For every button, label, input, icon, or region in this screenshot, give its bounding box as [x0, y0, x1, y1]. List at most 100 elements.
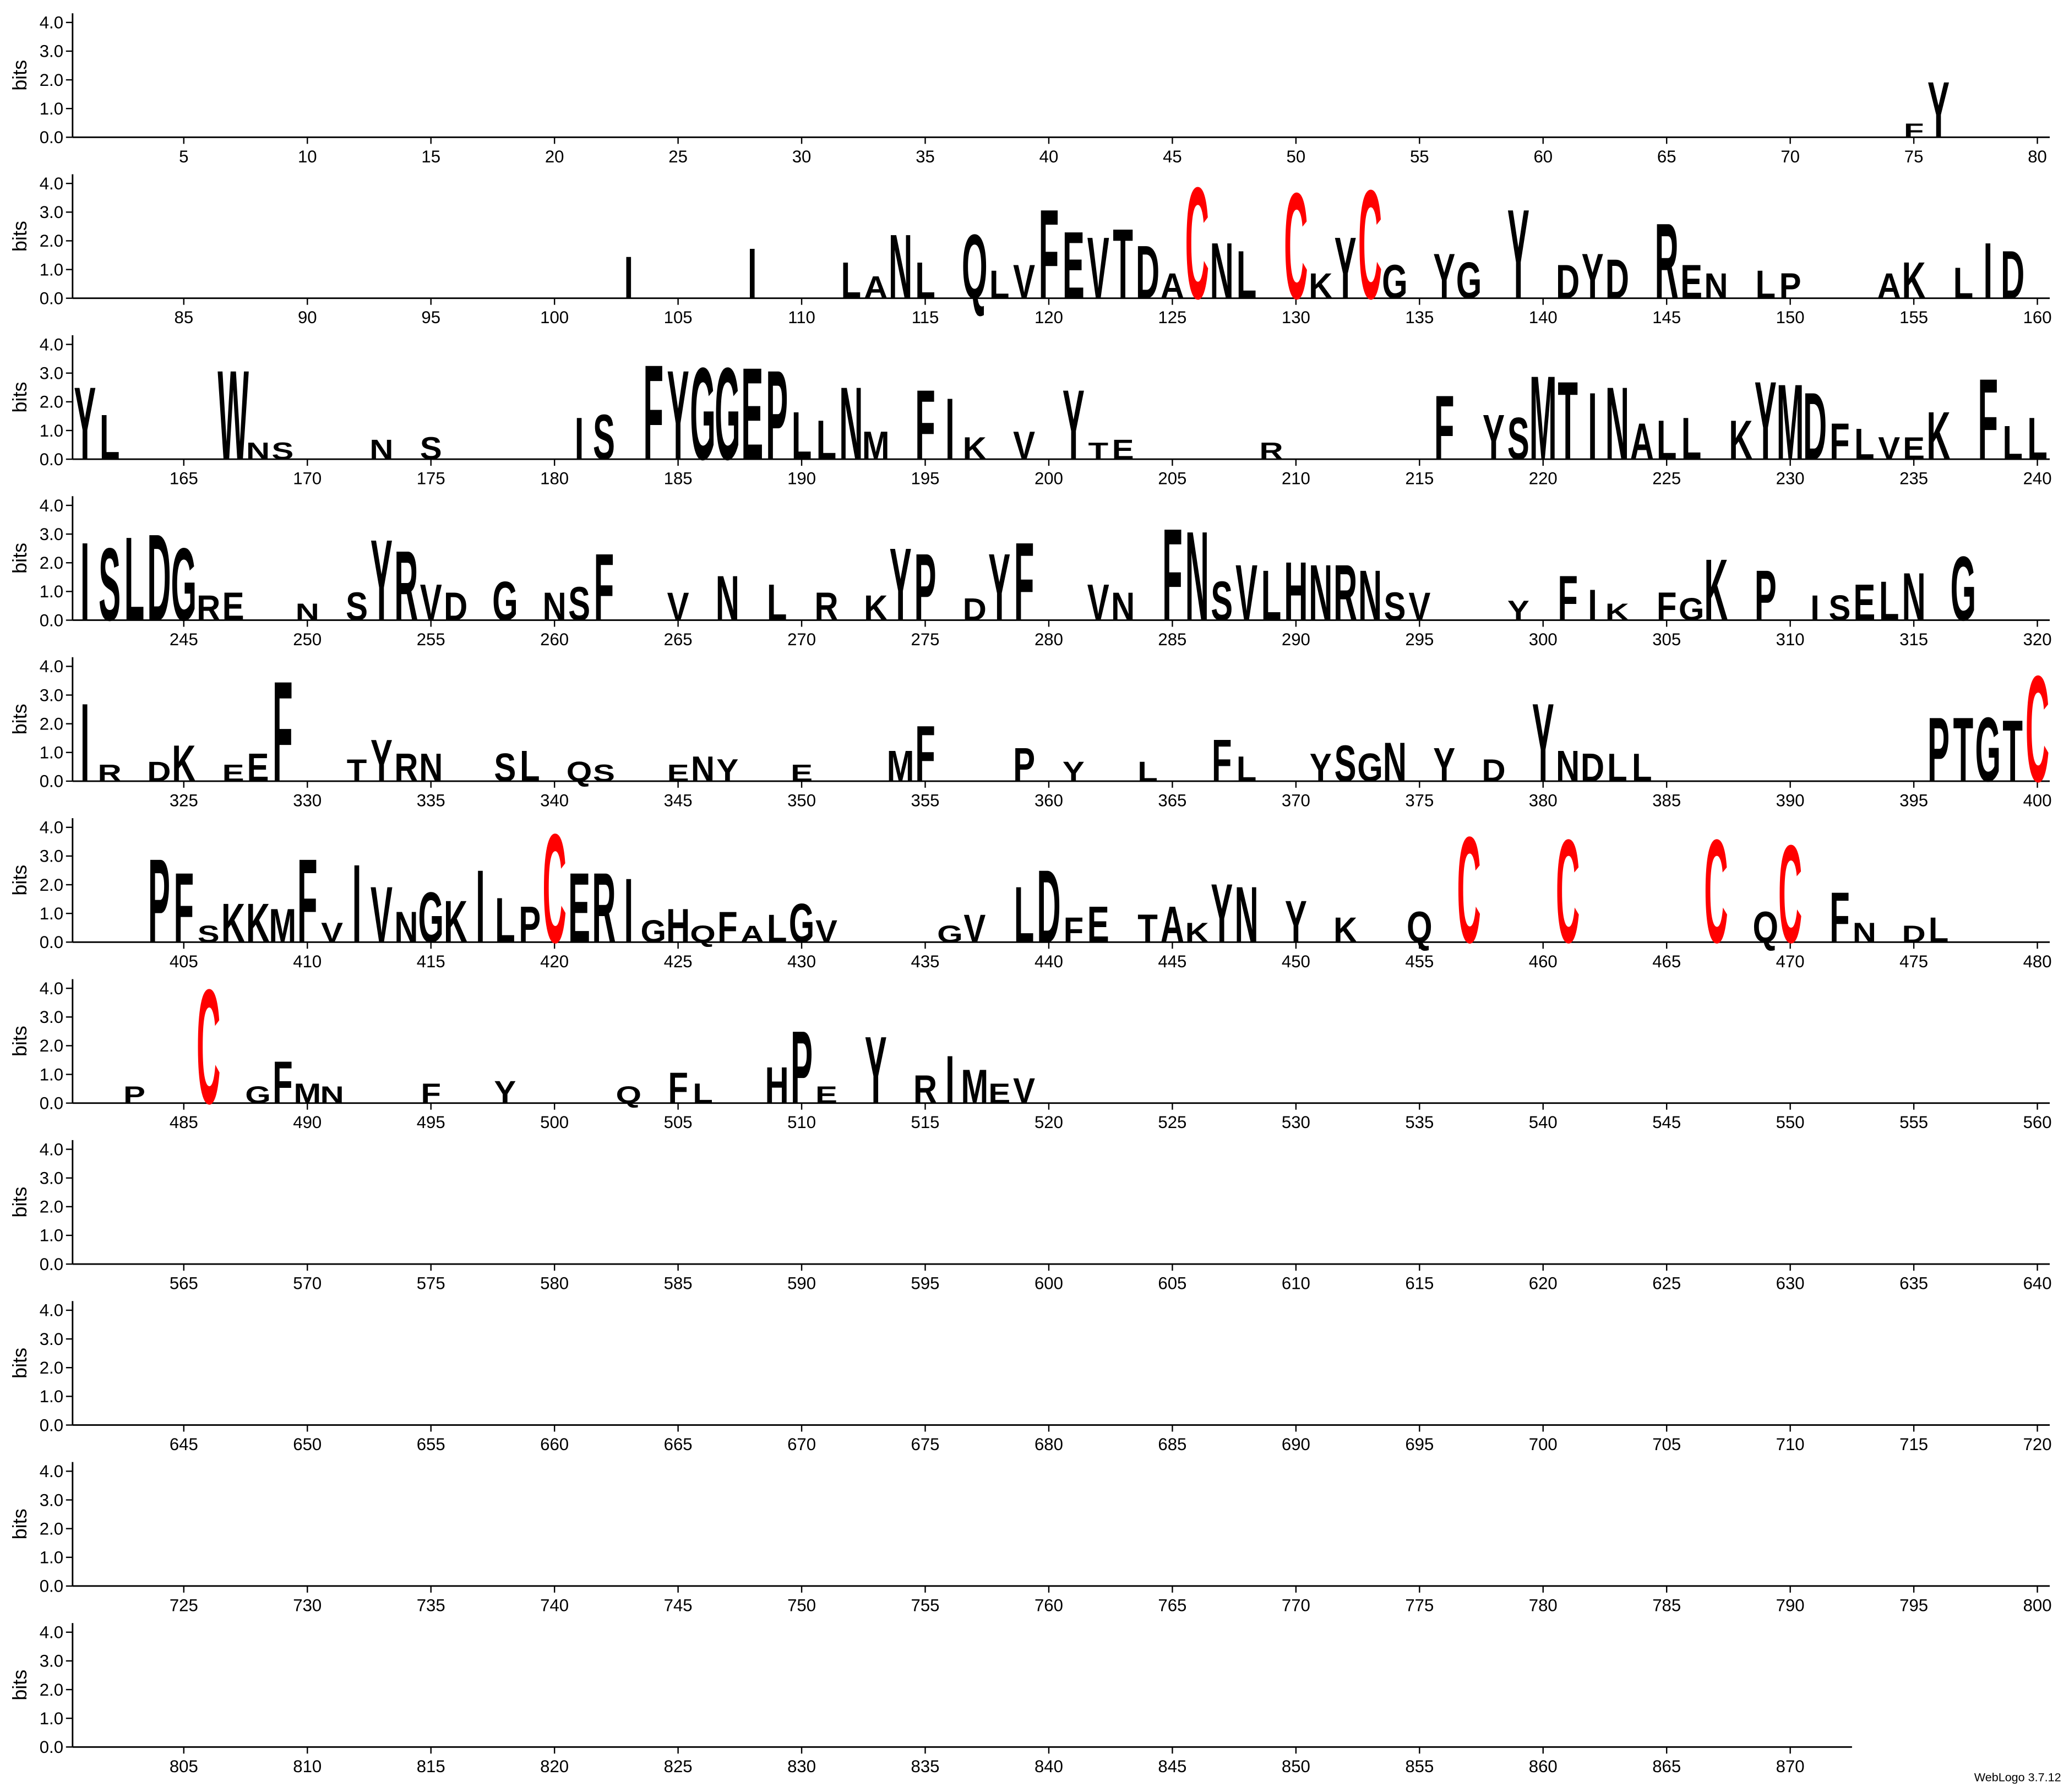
logo-letter: L	[100, 402, 120, 473]
x-tick-label: 850	[1282, 1757, 1310, 1776]
x-tick-label: 815	[417, 1757, 445, 1776]
logo-letter: Y	[1063, 369, 1085, 481]
y-axis-title: bits	[8, 543, 31, 574]
x-tick-label: 665	[664, 1435, 693, 1454]
logo-letter: E	[1087, 896, 1109, 954]
x-tick-label: 460	[1529, 952, 1558, 971]
logo-letter: L	[1137, 756, 1158, 787]
y-axis-title: bits	[8, 382, 31, 413]
logo-letter: L	[1632, 746, 1652, 791]
logo-letter: Q	[567, 756, 592, 787]
logo-letter: N	[1704, 266, 1728, 306]
x-tick-label: 245	[170, 630, 198, 649]
logo-letter: G	[1382, 255, 1408, 309]
logo-letter: N	[1556, 742, 1580, 791]
logo-letter: K	[963, 431, 987, 466]
y-tick-label: 4.0	[40, 979, 63, 998]
logo-letter: S	[198, 921, 220, 947]
logo-letter: C	[1457, 806, 1480, 975]
logo-letter: R	[1259, 438, 1283, 465]
logo-letter: N	[369, 434, 393, 465]
logo-letter: D	[963, 592, 987, 627]
logo-letter: F	[273, 1049, 293, 1116]
y-tick-label: 3.0	[40, 685, 63, 705]
logo-letter: P	[791, 1010, 813, 1125]
x-tick-label: 405	[170, 952, 198, 971]
logo-letter: S	[99, 527, 121, 642]
logo-letter: V	[321, 917, 343, 949]
y-tick-label: 0.0	[40, 1093, 63, 1113]
x-tick-label: 680	[1034, 1435, 1063, 1454]
x-tick-label: 25	[668, 147, 688, 166]
y-tick-label: 2.0	[40, 1358, 63, 1377]
logo-letter: F	[1064, 910, 1084, 950]
y-tick-label: 4.0	[40, 1301, 63, 1320]
y-tick-label: 0.0	[40, 611, 63, 630]
y-tick-label: 1.0	[40, 1709, 63, 1728]
logo-letter: S	[1384, 585, 1406, 629]
logo-letter: T	[1558, 358, 1578, 483]
x-tick-label: 60	[1533, 147, 1553, 166]
logo-letter: D	[2001, 237, 2024, 313]
logo-letter: L	[495, 885, 515, 956]
logo-letter: F	[297, 834, 318, 968]
y-axis-title: bits	[8, 1670, 31, 1701]
logo-letter: C	[1284, 162, 1308, 331]
x-tick-label: 360	[1034, 791, 1063, 810]
x-tick-label: 410	[293, 952, 322, 971]
logo-letter: Y	[716, 753, 738, 788]
x-tick-label: 685	[1158, 1435, 1186, 1454]
logo-letter: S	[271, 438, 293, 465]
x-tick-label: 520	[1034, 1113, 1063, 1132]
logo-letter: I	[1588, 372, 1597, 480]
logo-letter: L	[767, 907, 787, 951]
x-tick-label: 280	[1034, 630, 1063, 649]
x-tick-label: 555	[1899, 1113, 1928, 1132]
logo-letter: Y	[1285, 888, 1307, 955]
x-tick-label: 165	[170, 469, 198, 488]
x-tick-label: 120	[1034, 308, 1063, 327]
logo-letter: M	[862, 424, 890, 469]
logo-letter: V	[963, 907, 986, 951]
x-tick-label: 545	[1652, 1113, 1681, 1132]
logo-letter: R	[592, 852, 616, 963]
logo-letter: E	[988, 1078, 1010, 1109]
x-tick-label: 345	[664, 791, 693, 810]
x-tick-label: 510	[787, 1113, 816, 1132]
logo-letter: F	[1039, 183, 1059, 325]
logo-letter: A	[1877, 266, 1901, 306]
y-tick-label: 1.0	[40, 1387, 63, 1406]
x-tick-label: 500	[540, 1113, 569, 1132]
y-tick-label: 3.0	[40, 203, 63, 222]
logo-letter: Y	[1507, 183, 1529, 325]
y-tick-label: 0.0	[40, 128, 63, 147]
logo-letter: K	[1309, 266, 1332, 306]
logo-letter: Y	[1433, 738, 1455, 792]
y-tick-label: 1.0	[40, 582, 63, 601]
logo-letter: E	[1903, 431, 1925, 466]
x-tick-label: 20	[545, 147, 564, 166]
x-tick-label: 160	[2023, 308, 2052, 327]
logo-letter: D	[1037, 848, 1060, 964]
y-tick-label: 2.0	[40, 231, 63, 250]
x-tick-label: 430	[787, 952, 816, 971]
logo-letter: G	[789, 892, 815, 954]
x-tick-label: 270	[787, 630, 816, 649]
logo-letter: K	[1605, 599, 1630, 625]
x-tick-label: 130	[1282, 308, 1310, 327]
logo-letter: L	[1014, 871, 1034, 960]
y-tick-label: 4.0	[40, 1140, 63, 1159]
logo-letter: L	[2027, 405, 2048, 472]
logo-letter: H	[1284, 545, 1308, 639]
x-tick-label: 810	[293, 1757, 322, 1776]
logo-letter: L	[1953, 258, 1974, 307]
x-tick-label: 640	[2023, 1274, 2052, 1293]
x-tick-label: 845	[1158, 1757, 1186, 1776]
x-tick-label: 785	[1652, 1595, 1681, 1615]
logo-letter: N	[1383, 731, 1407, 793]
x-tick-label: 125	[1158, 308, 1186, 327]
logo-letter: Q	[1752, 902, 1778, 951]
logo-letter: Y	[371, 727, 393, 794]
logo-letter: V	[1013, 424, 1035, 469]
y-tick-label: 3.0	[40, 1330, 63, 1349]
